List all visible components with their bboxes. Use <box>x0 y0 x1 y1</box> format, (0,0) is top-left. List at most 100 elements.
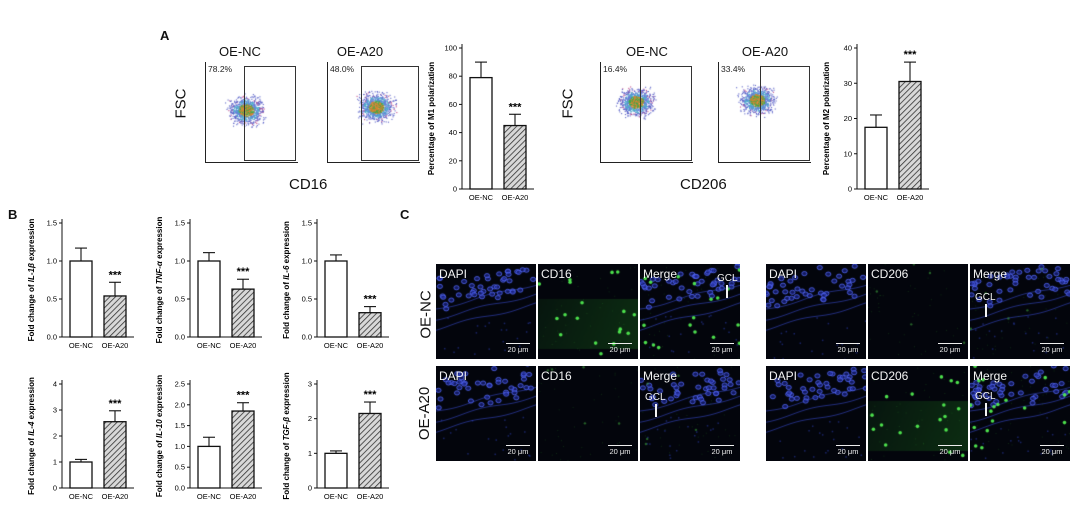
y-tick-label: 0.5 <box>175 295 185 304</box>
tile-label: Merge <box>643 369 678 383</box>
scale-bar: 20 μm <box>608 444 632 456</box>
scale-bar: 20 μm <box>608 342 632 354</box>
y-tick-label: 10 <box>844 149 852 158</box>
y-tick-label: 0 <box>848 185 852 194</box>
y-tick-label: 0 <box>308 484 312 493</box>
y-axis-label-prefix: Fold change of <box>282 440 291 499</box>
y-tick-label: 1 <box>308 449 312 458</box>
y-axis-label-prefix: Fold change of <box>27 436 36 495</box>
y-tick-label: 0.0 <box>302 333 312 342</box>
scale-label: 20 μm <box>711 447 733 456</box>
gate-percentage: 16.4% <box>603 64 628 74</box>
micro-tile-dapi: DAPI 20 μm <box>766 264 866 359</box>
y-tick-label: 1.0 <box>175 257 185 266</box>
micro-tile-merge: Merge GCL 20 μm <box>970 366 1070 461</box>
flow-gate <box>361 66 419 161</box>
scale-bar: 20 μm <box>938 444 962 456</box>
bar <box>898 80 922 190</box>
scale-label: 20 μm <box>609 447 631 456</box>
y-tick-label: 80 <box>449 72 457 81</box>
tile-label: DAPI <box>439 267 468 281</box>
gcl-pointer <box>726 285 728 298</box>
y-axis-label-prefix: Fold change of <box>155 284 164 343</box>
micro-row-cd16-oe-a20: DAPI 20 μm CD16 20 μm Merge GCL 20 μm <box>436 366 740 461</box>
gate-percentage: 78.2% <box>208 64 233 74</box>
y-axis-label-suffix: expression <box>155 375 164 420</box>
chart-m2-polarization: Percentage of M2 polarization 0 10 20 30 40 OE… <box>822 44 929 202</box>
gcl-label: GCL <box>717 273 738 284</box>
flow-title: OE-NC <box>219 44 261 59</box>
y-tick-label: 3 <box>53 406 57 415</box>
tile-label: CD16 <box>541 369 572 383</box>
y-axis-label-prefix: Fold change of <box>155 438 164 497</box>
y-tick-label: 40 <box>449 128 457 137</box>
scale-bar: 20 μm <box>1040 342 1064 354</box>
bar <box>231 288 255 338</box>
y-axis-label-suffix: expression <box>27 377 36 422</box>
micro-tile-cd16: CD16 20 μm <box>538 366 638 461</box>
y-tick-label: 60 <box>449 100 457 109</box>
y-axis-label: Fold change of TGF-β expression <box>282 372 291 499</box>
gcl-pointer <box>985 304 987 317</box>
tile-label: CD206 <box>871 267 909 281</box>
category-label: OE-A20 <box>502 193 529 202</box>
category-label: OE-A20 <box>230 492 257 501</box>
scale-label: 20 μm <box>711 345 733 354</box>
flow-scatter <box>206 62 298 162</box>
significance-marker: *** <box>364 294 378 306</box>
flow-x-axis-label: CD206 <box>680 176 727 193</box>
y-axis-label-suffix: expression <box>282 221 291 266</box>
bar <box>103 421 127 489</box>
y-axis-label: Fold change of IL-4 expression <box>27 377 36 495</box>
bar <box>324 260 348 338</box>
chart-il6: Fold change of IL-6 expression 0.0 0.5 1.0 1… <box>282 219 389 350</box>
micro-tile-dapi: DAPI 20 μm <box>436 264 536 359</box>
flow-x-axis-label: CD16 <box>289 176 328 193</box>
tile-label: Merge <box>973 369 1008 383</box>
y-tick-label: 20 <box>449 156 457 165</box>
category-label: OE-A20 <box>357 492 384 501</box>
tile-label: CD206 <box>871 369 909 383</box>
y-tick-label: 1 <box>53 458 57 467</box>
y-tick-label: 2.0 <box>175 400 185 409</box>
y-axis-label-gene: IL-4 <box>27 421 36 436</box>
flow-title: OE-A20 <box>741 44 789 59</box>
row-label-oe-nc: OE-NC <box>417 290 435 339</box>
y-axis-label-gene: IL-6 <box>282 265 291 280</box>
tile-label: Merge <box>973 267 1008 281</box>
flow-y-axis-label: FSC <box>172 88 190 119</box>
y-tick-label: 0.0 <box>175 484 185 493</box>
category-label: OE-A20 <box>230 341 257 350</box>
y-axis-label-suffix: expression <box>27 219 36 264</box>
y-tick-label: 0.0 <box>47 333 57 342</box>
category-label: OE-NC <box>69 492 94 501</box>
y-tick-label: 2 <box>53 432 57 441</box>
chart-il1b: Fold change of IL-1β expression 0.0 0.5 1.0… <box>27 219 134 350</box>
chart-m1-polarization: Percentage of M1 polarization 0 20 40 60 80 10… <box>427 44 534 202</box>
scale-bar: 20 μm <box>938 342 962 354</box>
y-tick-label: 1.5 <box>175 219 185 228</box>
y-tick-label: 1.5 <box>175 421 185 430</box>
y-tick-label: 30 <box>844 79 852 88</box>
scale-label: 20 μm <box>507 345 529 354</box>
y-axis-label: Fold change of TNF-α expression <box>155 217 164 344</box>
scale-bar: 20 μm <box>506 444 530 456</box>
y-tick-label: 40 <box>844 44 852 53</box>
significance-marker: *** <box>109 398 123 410</box>
flow-gate <box>760 66 810 161</box>
micro-tile-dapi: DAPI 20 μm <box>436 366 536 461</box>
bar <box>324 452 348 489</box>
panel-label-c: C <box>400 207 410 222</box>
y-axis-label: Fold change of IL-1β expression <box>27 219 36 342</box>
chart-tnfa: Fold change of TNF-α expression 0.0 0.5 1.0… <box>155 217 262 350</box>
flow-title: OE-A20 <box>336 44 384 59</box>
chart-tgfb: Fold change of TGF-β expression 0 1 2 3 OE-NC… <box>282 372 389 501</box>
panel-label-b: B <box>8 207 18 222</box>
scale-label: 20 μm <box>1041 345 1063 354</box>
bar <box>503 124 527 190</box>
y-tick-label: 0.0 <box>175 333 185 342</box>
gate-percentage: 48.0% <box>330 64 355 74</box>
y-axis-label: Fold change of IL-10 expression <box>155 375 164 497</box>
micro-tile-merge: Merge GCL 20 μm <box>640 366 740 461</box>
y-tick-label: 2 <box>308 414 312 423</box>
